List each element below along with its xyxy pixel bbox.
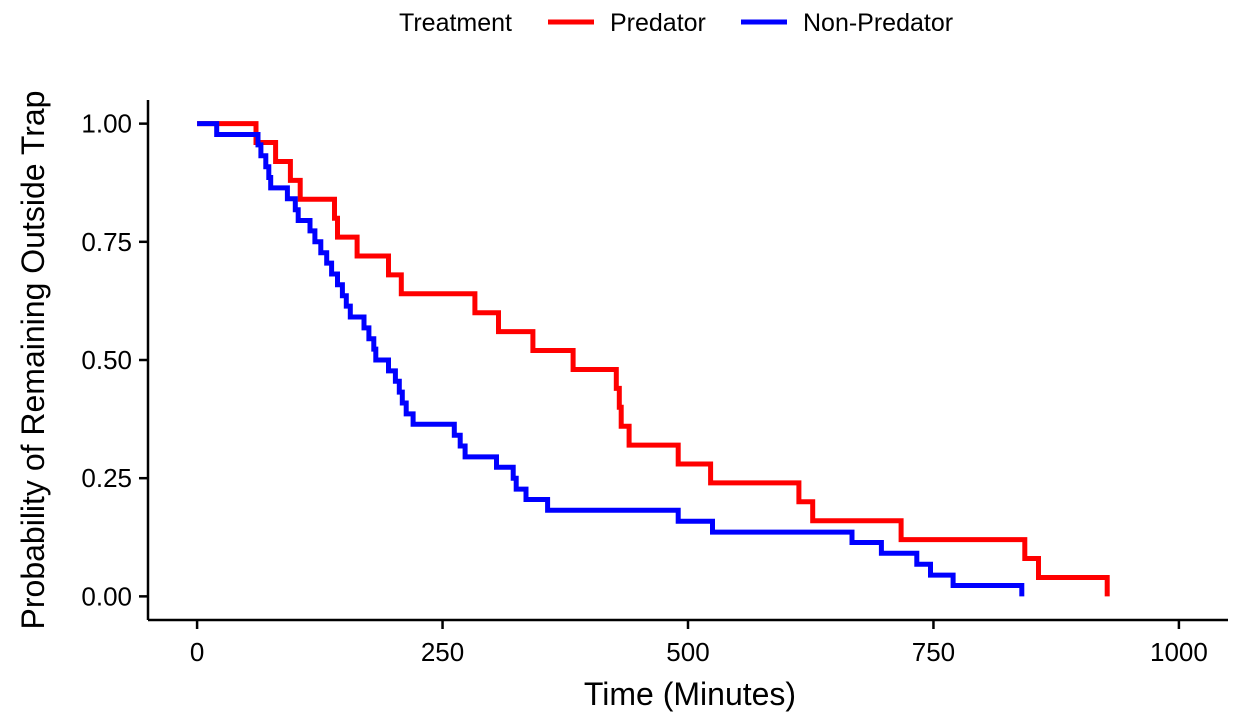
y-axis-ticks: 0.00 0.25 0.50 0.75 1.00 — [81, 109, 148, 611]
legend-title: Treatment — [399, 9, 512, 37]
legend-label-predator: Predator — [610, 9, 706, 37]
x-axis-ticks: 0 250 500 750 1000 — [190, 620, 1208, 667]
x-tick-label: 0 — [190, 637, 204, 667]
legend: Treatment Predator Non-Predator — [399, 9, 953, 37]
x-axis-title: Time (Minutes) — [584, 676, 796, 712]
y-tick-label: 0.25 — [81, 463, 132, 493]
legend-label-non-predator: Non-Predator — [803, 9, 953, 37]
y-tick-label: 1.00 — [81, 109, 132, 139]
x-tick-label: 1000 — [1150, 637, 1208, 667]
series-line-non-predator — [197, 121, 1025, 597]
y-axis-title: Probability of Remaining Outside Trap — [15, 91, 51, 630]
x-tick-label: 750 — [912, 637, 955, 667]
x-tick-label: 500 — [666, 637, 709, 667]
series-layer — [197, 121, 1110, 597]
y-tick-label: 0.50 — [81, 345, 132, 375]
y-tick-label: 0.75 — [81, 227, 132, 257]
x-tick-label: 250 — [421, 637, 464, 667]
y-tick-label: 0.00 — [81, 581, 132, 611]
series-line-predator — [197, 121, 1110, 597]
